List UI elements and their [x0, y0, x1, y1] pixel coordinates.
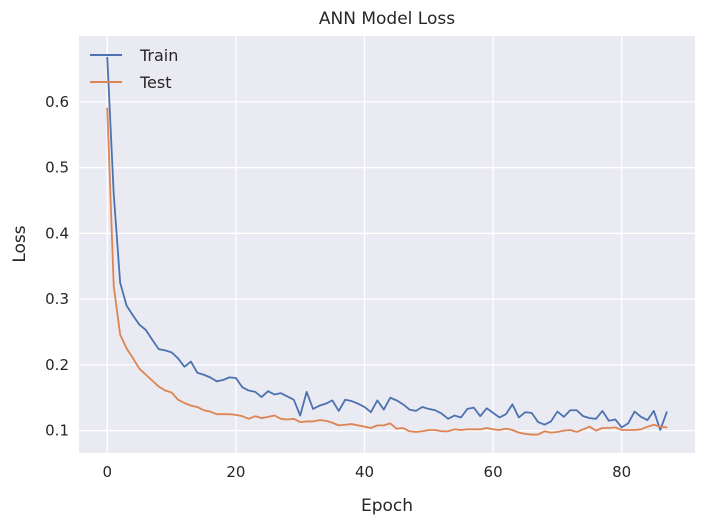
x-tick-label: 80	[612, 463, 631, 481]
y-tick-label: 0.1	[45, 422, 69, 440]
x-axis-label: Epoch	[361, 496, 413, 516]
gridlines	[79, 36, 695, 453]
y-tick-label: 0.6	[45, 93, 69, 111]
legend: Train Test	[90, 46, 178, 92]
y-tick-label: 0.3	[45, 290, 69, 308]
y-tick-label: 0.5	[45, 159, 69, 177]
plot-area	[79, 36, 695, 453]
x-tick-label: 0	[103, 463, 113, 481]
series-layer	[106, 56, 668, 436]
legend-label-test: Test	[139, 73, 172, 92]
x-tick-label: 20	[226, 463, 245, 481]
y-tick-label: 0.2	[45, 356, 69, 374]
y-axis-label: Loss	[10, 225, 30, 262]
y-tick-label: 0.4	[45, 224, 69, 242]
legend-label-train: Train	[139, 46, 178, 65]
series-line-test	[106, 107, 668, 436]
x-tick-label: 60	[484, 463, 503, 481]
chart-title: ANN Model Loss	[319, 9, 455, 29]
tick-labels: 0 20 40 60 80 0.1 0.2 0.3 0.4 0.5 0.6	[45, 93, 631, 481]
x-tick-label: 40	[355, 463, 374, 481]
series-line-train	[106, 56, 668, 431]
